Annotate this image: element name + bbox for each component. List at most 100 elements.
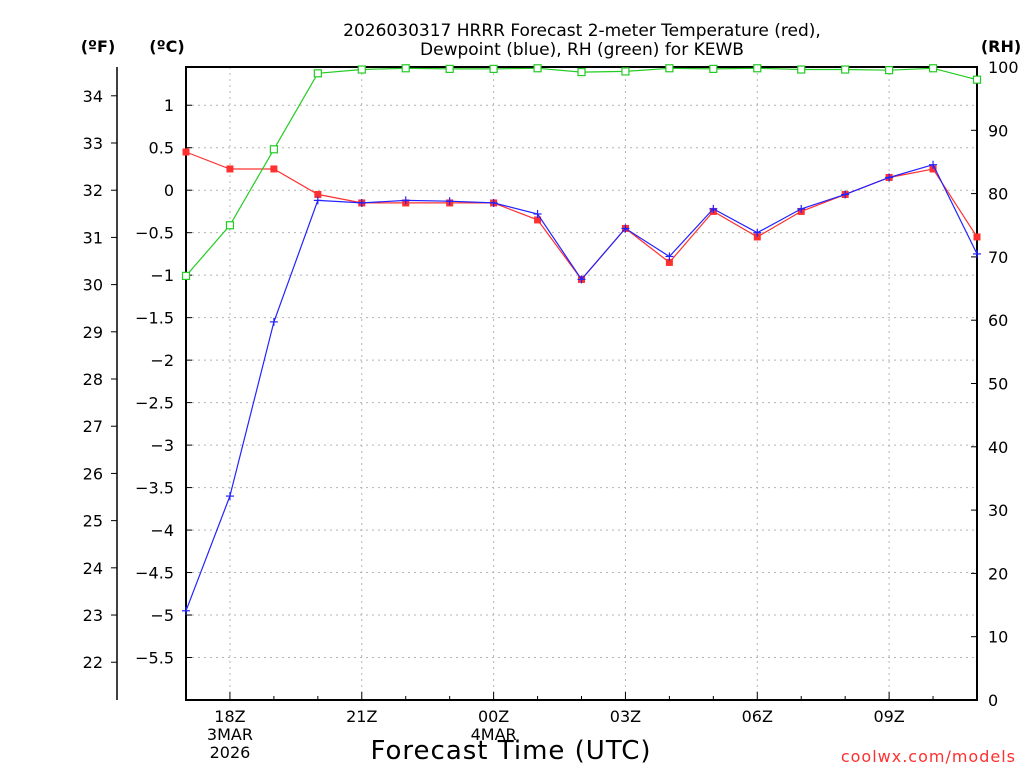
- temperature-line: [185, 151, 978, 281]
- series-layer: [181, 64, 982, 615]
- celsius-axis-unit: (ºC): [149, 37, 184, 56]
- series-temperature: [182, 148, 981, 283]
- x-tick-label: 18Z: [214, 707, 245, 726]
- rh-tick-label: 90: [988, 121, 1008, 140]
- rh-point: [445, 64, 454, 73]
- fahrenheit-tick-label: 27: [83, 417, 103, 436]
- fahrenheit-tick-label: 22: [83, 653, 103, 672]
- x-tick-label: 06Z: [742, 707, 773, 726]
- celsius-axis: 1 0.5 0 −0.5 −1 −1.5 −2 −2.5 −3 −3.5 −4 −4.5 −5 −5.5: [135, 96, 192, 668]
- temperature-point: [270, 165, 278, 173]
- dewpoint-point: [621, 224, 630, 233]
- dewpoint-point: [753, 228, 762, 237]
- rh-line: [185, 67, 978, 277]
- celsius-tick-label: −3: [150, 436, 174, 455]
- fahrenheit-tick-label: 33: [83, 134, 103, 153]
- fahrenheit-axis: 34 33 32 31 30 29 28 27 26 25 24 23 22: [83, 87, 117, 672]
- series-rh: [181, 64, 982, 280]
- x-tick-label: 4MAR: [471, 725, 517, 744]
- x-tick-label: 03Z: [610, 707, 641, 726]
- fahrenheit-tick-label: 31: [83, 228, 103, 247]
- dewpoint-point: [929, 160, 938, 169]
- fahrenheit-tick-label: 26: [83, 464, 103, 483]
- rh-point: [225, 221, 235, 230]
- dewpoint-point: [885, 173, 894, 182]
- temperature-point: [534, 216, 542, 224]
- rh-point: [269, 145, 278, 154]
- grid: [186, 67, 977, 700]
- dewpoint-point: [533, 209, 542, 218]
- rh-point: [577, 67, 586, 77]
- dewpoint-point: [401, 196, 410, 205]
- celsius-tick-label: 1: [164, 96, 174, 115]
- x-tick-label: 09Z: [873, 707, 904, 726]
- credit-link[interactable]: coolwx.com/models: [841, 747, 1016, 766]
- celsius-tick-label: 0.5: [149, 139, 174, 158]
- rh-point: [841, 65, 850, 74]
- celsius-tick-label: −5.5: [135, 649, 174, 668]
- x-tick-label: 2026: [210, 743, 251, 762]
- rh-point: [753, 64, 762, 73]
- dewpoint-point: [489, 198, 498, 207]
- rh-point: [972, 75, 982, 84]
- chart-title-line1: 2026030317 HRRR Forecast 2-meter Tempera…: [343, 21, 821, 41]
- fahrenheit-tick-label: 34: [83, 87, 103, 106]
- dewpoint-point: [357, 198, 366, 207]
- rh-tick-label: 100: [988, 58, 1019, 77]
- celsius-tick-label: −5: [150, 606, 174, 625]
- dewpoint-point: [225, 492, 234, 501]
- celsius-tick-label: −1.5: [135, 309, 174, 328]
- celsius-tick-label: −0.5: [135, 224, 174, 243]
- fahrenheit-axis-unit: (ºF): [81, 37, 116, 56]
- fahrenheit-tick-label: 28: [83, 370, 103, 389]
- plot-frame: [185, 66, 978, 701]
- temperature-point: [226, 165, 234, 173]
- temperature-point: [753, 233, 761, 241]
- chart-title-line2: Dewpoint (blue), RH (green) for KEWB: [420, 40, 744, 60]
- fahrenheit-tick-label: 23: [83, 606, 103, 625]
- dewpoint-point: [269, 317, 278, 326]
- rh-point: [313, 69, 322, 78]
- rh-point: [928, 64, 938, 73]
- x-axis-label: Forecast Time (UTC): [370, 736, 651, 766]
- rh-point: [665, 64, 674, 73]
- rh-point: [621, 67, 630, 76]
- dewpoint-line: [185, 163, 978, 612]
- rh-tick-label: 40: [988, 438, 1008, 457]
- temperature-point: [665, 258, 673, 266]
- fahrenheit-tick-label: 32: [83, 181, 103, 200]
- rh-tick-label: 30: [988, 501, 1008, 520]
- dewpoint-point: [445, 197, 454, 206]
- dewpoint-point: [841, 190, 850, 199]
- series-dewpoint: [182, 160, 981, 615]
- rh-tick-label: 60: [988, 311, 1008, 330]
- temperature-point: [929, 165, 937, 173]
- rh-point: [533, 64, 542, 73]
- dewpoint-point: [577, 275, 586, 284]
- x-tick-label: 3MAR: [207, 725, 253, 744]
- celsius-tick-label: −4.5: [135, 564, 174, 583]
- x-tick-label: 00Z: [478, 707, 509, 726]
- dewpoint-point: [313, 196, 322, 205]
- fahrenheit-tick-label: 24: [83, 559, 103, 578]
- celsius-tick-label: −1: [150, 266, 174, 285]
- rh-tick-label: 80: [988, 185, 1008, 204]
- rh-point: [401, 64, 410, 73]
- rh-tick-label: 20: [988, 564, 1008, 583]
- fahrenheit-tick-label: 30: [83, 276, 103, 295]
- temperature-point: [182, 148, 190, 156]
- rh-point: [709, 64, 718, 73]
- rh-tick-label: 10: [988, 628, 1008, 647]
- celsius-tick-label: −3.5: [135, 479, 174, 498]
- dewpoint-point: [797, 204, 806, 213]
- rh-point: [181, 271, 191, 280]
- rh-point: [885, 66, 894, 75]
- rh-tick-label: 0: [988, 691, 998, 710]
- celsius-tick-label: −2: [150, 351, 174, 370]
- dewpoint-point: [709, 204, 718, 213]
- rh-tick-label: 70: [988, 248, 1008, 267]
- rh-point: [357, 65, 366, 74]
